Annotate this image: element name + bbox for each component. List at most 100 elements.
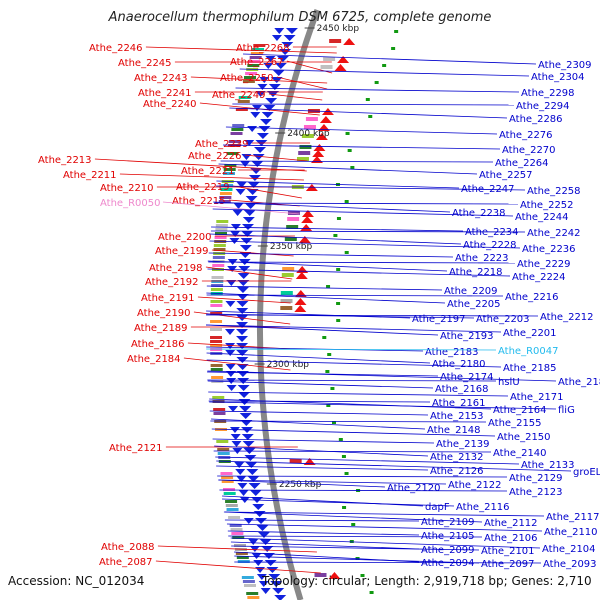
- left-gene-label: Athe_2088: [101, 542, 155, 553]
- cds-arrow: [253, 560, 264, 566]
- cds-arrow: [232, 210, 243, 216]
- cds-arrow: [225, 301, 236, 307]
- cds-arrow: [274, 595, 287, 600]
- right-leader-line: [207, 260, 448, 272]
- cog-block: [211, 280, 224, 283]
- feature-dot: [336, 302, 341, 305]
- cog-block: [323, 57, 336, 61]
- cds-arrow: [255, 518, 268, 524]
- cog-block: [232, 124, 245, 127]
- right-leader-line: [216, 465, 429, 471]
- cog-block: [230, 132, 243, 135]
- right-gene-label: Athe_2132: [430, 452, 484, 463]
- feature-dot: [391, 47, 396, 50]
- reverse-strand-arrow: [312, 150, 325, 157]
- cog-block: [329, 39, 342, 43]
- cds-arrow: [248, 175, 261, 181]
- cds-arrow: [266, 567, 279, 573]
- right-gene-label: dapF: [425, 502, 450, 513]
- cog-block: [235, 108, 248, 111]
- right-gene-label: Athe_2161: [432, 398, 486, 409]
- cog-block: [250, 52, 263, 55]
- right-leader-line: [206, 285, 443, 291]
- right-leader-line: [243, 53, 537, 65]
- right-leader-line: [230, 537, 541, 549]
- left-gene-label: Athe_2241: [138, 88, 192, 99]
- right-gene-label: Athe_2139: [436, 439, 490, 450]
- cds-arrow: [268, 574, 281, 580]
- cds-arrow: [236, 301, 249, 307]
- right-gene-label: Athe_2133: [521, 460, 575, 471]
- right-gene-label: Athe_2097: [481, 559, 535, 570]
- cds-arrow: [281, 42, 294, 48]
- cds-arrow: [243, 518, 254, 524]
- cds-arrow: [237, 378, 250, 384]
- topology-summary: Topology: circular; Length: 2,919,718 bp…: [262, 574, 592, 588]
- cds-arrow: [274, 28, 285, 34]
- reverse-strand-arrow: [294, 290, 307, 297]
- cds-arrow: [245, 196, 258, 202]
- cog-block: [215, 224, 228, 227]
- ruler-label: 2250 kbp: [279, 480, 322, 490]
- ruler-label: 2300 kbp: [267, 360, 310, 370]
- left-gene-label: Athe_2240: [143, 99, 197, 110]
- right-gene-label: Athe_2140: [493, 448, 547, 459]
- left-gene-label: Athe_2192: [145, 277, 199, 288]
- cog-block: [219, 196, 232, 199]
- cds-arrow: [285, 28, 298, 34]
- cog-block: [238, 96, 251, 99]
- right-gene-label: Athe_2122: [448, 480, 502, 491]
- cog-block: [214, 232, 227, 235]
- left-gene-label: Athe_2221: [181, 166, 235, 177]
- cds-arrow: [255, 567, 266, 573]
- right-gene-label: Athe_2110: [544, 527, 598, 538]
- cds-arrow: [225, 343, 236, 349]
- right-gene-label: Athe_2218: [449, 267, 503, 278]
- cog-block: [241, 576, 254, 579]
- right-gene-label: Athe_2148: [427, 425, 481, 436]
- cds-arrow: [239, 413, 252, 419]
- right-leader-line: [231, 545, 480, 551]
- cog-block: [218, 200, 231, 203]
- cog-block: [280, 306, 293, 310]
- cog-block: [210, 344, 223, 347]
- cog-block: [219, 192, 232, 195]
- left-gene-label: Athe_2186: [131, 339, 185, 350]
- cog-block: [235, 552, 248, 555]
- left-gene-label: Athe_2087: [99, 557, 153, 568]
- cog-block: [210, 320, 223, 323]
- cog-block: [301, 134, 314, 138]
- left-gene-label: Athe_2199: [155, 246, 209, 257]
- left-gene-label: Athe_2215: [172, 196, 226, 207]
- cog-block: [230, 528, 243, 531]
- right-gene-label: Athe_2117: [546, 512, 600, 523]
- cds-arrow: [248, 539, 259, 545]
- cds-arrow: [247, 476, 260, 482]
- cds-arrow: [236, 287, 249, 293]
- right-gene-label: Athe_2183: [425, 347, 479, 358]
- right-leader-line: [225, 126, 498, 135]
- cds-arrow: [238, 266, 251, 272]
- cog-block: [217, 448, 230, 451]
- cds-arrow: [235, 189, 246, 195]
- cog-block: [237, 560, 250, 563]
- right-gene-label: Athe_2126: [430, 466, 484, 477]
- right-leader-line: [211, 418, 426, 430]
- right-leader-line: [209, 410, 429, 416]
- right-leader-line: [209, 240, 521, 249]
- reverse-strand-arrow: [315, 133, 328, 140]
- right-gene-label: Athe_2109: [421, 517, 475, 528]
- right-gene-label: Athe_2104: [542, 544, 596, 555]
- right-leader-line: [211, 226, 464, 232]
- cds-arrow: [268, 84, 281, 90]
- left-gene-label: Athe_2246: [89, 43, 143, 54]
- cog-block: [217, 452, 230, 455]
- cds-arrow: [239, 406, 252, 412]
- feature-dot: [341, 455, 346, 458]
- left-leader-line: [157, 545, 317, 553]
- right-gene-label: Athe_2309: [538, 60, 592, 71]
- right-gene-label: Athe_2276: [499, 130, 553, 141]
- cds-arrow: [253, 511, 266, 517]
- right-gene-label: Athe_2180: [432, 359, 486, 370]
